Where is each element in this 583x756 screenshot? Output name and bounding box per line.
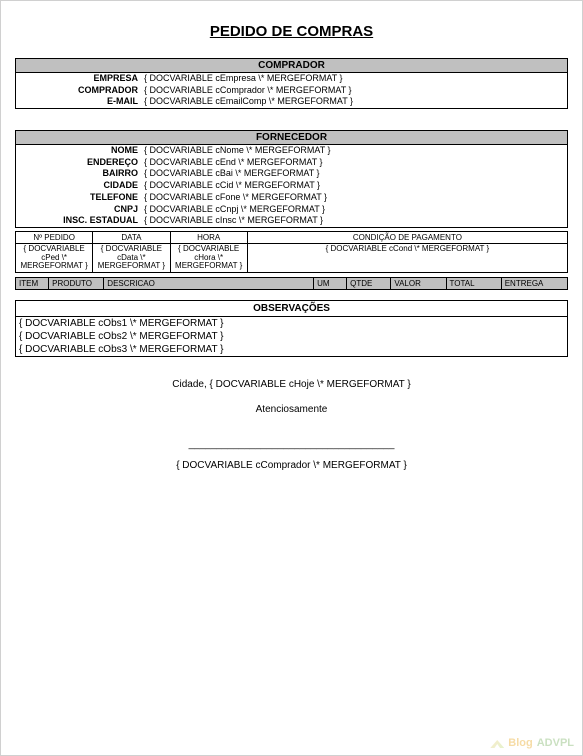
- meta-col-header: HORA: [170, 231, 247, 243]
- items-col-header: QTDE: [347, 278, 391, 290]
- field-label: E-MAIL: [16, 96, 144, 108]
- field-label: ENDEREÇO: [16, 157, 144, 169]
- field-value: { DOCVARIABLE cBai \* MERGEFORMAT }: [144, 168, 567, 180]
- field-row: CIDADE { DOCVARIABLE cCid \* MERGEFORMAT…: [16, 180, 567, 192]
- field-row: ENDEREÇO { DOCVARIABLE cEnd \* MERGEFORM…: [16, 157, 567, 169]
- field-label: BAIRRO: [16, 168, 144, 180]
- watermark-icon: [490, 738, 504, 748]
- obs-line: { DOCVARIABLE cObs2 \* MERGEFORMAT }: [16, 330, 567, 343]
- items-col-header: ITEM: [16, 278, 49, 290]
- spacer: [15, 112, 568, 130]
- field-value: { DOCVARIABLE cEmailComp \* MERGEFORMAT …: [144, 96, 567, 108]
- footer-city-line: Cidade, { DOCVARIABLE cHoje \* MERGEFORM…: [15, 379, 568, 390]
- items-col-header: PRODUTO: [49, 278, 104, 290]
- field-label: TELEFONE: [16, 192, 144, 204]
- section-fornecedor: FORNECEDOR NOME { DOCVARIABLE cNome \* M…: [15, 130, 568, 228]
- watermark: Blog ADVPL: [490, 737, 574, 749]
- field-label: COMPRADOR: [16, 85, 144, 97]
- items-col-header: DESCRICAO: [104, 278, 314, 290]
- meta-value-text: { DOCVARIABLE cCond \* MERGEFORMAT }: [250, 245, 565, 254]
- field-label: NOME: [16, 145, 144, 157]
- watermark-blog-text: Blog: [508, 737, 532, 749]
- field-row: BAIRRO { DOCVARIABLE cBai \* MERGEFORMAT…: [16, 168, 567, 180]
- meta-col-header: Nº PEDIDO: [16, 231, 93, 243]
- field-label: CNPJ: [16, 204, 144, 216]
- field-value: { DOCVARIABLE cFone \* MERGEFORMAT }: [144, 192, 567, 204]
- footer-signer: { DOCVARIABLE cComprador \* MERGEFORMAT …: [15, 460, 568, 471]
- field-label: EMPRESA: [16, 73, 144, 85]
- page-title: PEDIDO DE COMPRAS: [15, 23, 568, 40]
- field-value: { DOCVARIABLE cCnpj \* MERGEFORMAT }: [144, 204, 567, 216]
- section-observacoes: OBSERVAÇÕES { DOCVARIABLE cObs1 \* MERGE…: [15, 300, 568, 357]
- section-comprador: COMPRADOR EMPRESA { DOCVARIABLE cEmpresa…: [15, 58, 568, 109]
- field-value: { DOCVARIABLE cInsc \* MERGEFORMAT }: [144, 215, 567, 227]
- table-row: ITEM PRODUTO DESCRICAO UM QTDE VALOR TOT…: [16, 278, 568, 290]
- meta-col-value: { DOCVARIABLE cPed \* MERGEFORMAT }: [16, 243, 93, 272]
- items-col-header: UM: [314, 278, 347, 290]
- watermark-advpl-text: ADVPL: [537, 737, 574, 749]
- field-value: { DOCVARIABLE cCid \* MERGEFORMAT }: [144, 180, 567, 192]
- footer-closing: Atenciosamente: [15, 404, 568, 415]
- meta-value-text: { DOCVARIABLE cData \* MERGEFORMAT }: [95, 245, 167, 271]
- meta-col-value: { DOCVARIABLE cCond \* MERGEFORMAT }: [247, 243, 567, 272]
- field-value: { DOCVARIABLE cNome \* MERGEFORMAT }: [144, 145, 567, 157]
- table-row: { DOCVARIABLE cPed \* MERGEFORMAT } { DO…: [16, 243, 568, 272]
- field-row: INSC. ESTADUAL { DOCVARIABLE cInsc \* ME…: [16, 215, 567, 227]
- field-value: { DOCVARIABLE cComprador \* MERGEFORMAT …: [144, 85, 567, 97]
- items-col-header: ENTREGA: [501, 278, 567, 290]
- section-header-observacoes: OBSERVAÇÕES: [16, 301, 567, 317]
- meta-col-header: DATA: [93, 231, 170, 243]
- meta-value-text: { DOCVARIABLE cPed \* MERGEFORMAT }: [18, 245, 90, 271]
- field-value: { DOCVARIABLE cEnd \* MERGEFORMAT }: [144, 157, 567, 169]
- signature-line: _____________________________________: [15, 439, 568, 450]
- field-row: TELEFONE { DOCVARIABLE cFone \* MERGEFOR…: [16, 192, 567, 204]
- meta-value-text: { DOCVARIABLE cHora \* MERGEFORMAT }: [173, 245, 245, 271]
- section-header-comprador: COMPRADOR: [16, 59, 567, 73]
- field-row: EMPRESA { DOCVARIABLE cEmpresa \* MERGEF…: [16, 73, 567, 85]
- items-col-header: TOTAL: [446, 278, 501, 290]
- field-label: INSC. ESTADUAL: [16, 215, 144, 227]
- field-row: E-MAIL { DOCVARIABLE cEmailComp \* MERGE…: [16, 96, 567, 108]
- obs-line: { DOCVARIABLE cObs1 \* MERGEFORMAT }: [16, 317, 567, 330]
- obs-line: { DOCVARIABLE cObs3 \* MERGEFORMAT }: [16, 343, 567, 356]
- field-value: { DOCVARIABLE cEmpresa \* MERGEFORMAT }: [144, 73, 567, 85]
- meta-col-value: { DOCVARIABLE cData \* MERGEFORMAT }: [93, 243, 170, 272]
- field-row: NOME { DOCVARIABLE cNome \* MERGEFORMAT …: [16, 145, 567, 157]
- field-row: COMPRADOR { DOCVARIABLE cComprador \* ME…: [16, 85, 567, 97]
- table-row: Nº PEDIDO DATA HORA CONDIÇÃO DE PAGAMENT…: [16, 231, 568, 243]
- field-label: CIDADE: [16, 180, 144, 192]
- document-page: PEDIDO DE COMPRAS COMPRADOR EMPRESA { DO…: [0, 0, 583, 756]
- field-row: CNPJ { DOCVARIABLE cCnpj \* MERGEFORMAT …: [16, 204, 567, 216]
- meta-col-value: { DOCVARIABLE cHora \* MERGEFORMAT }: [170, 243, 247, 272]
- section-header-fornecedor: FORNECEDOR: [16, 131, 567, 145]
- items-col-header: VALOR: [391, 278, 446, 290]
- meta-table: Nº PEDIDO DATA HORA CONDIÇÃO DE PAGAMENT…: [15, 231, 568, 273]
- items-table: ITEM PRODUTO DESCRICAO UM QTDE VALOR TOT…: [15, 277, 568, 290]
- meta-col-header: CONDIÇÃO DE PAGAMENTO: [247, 231, 567, 243]
